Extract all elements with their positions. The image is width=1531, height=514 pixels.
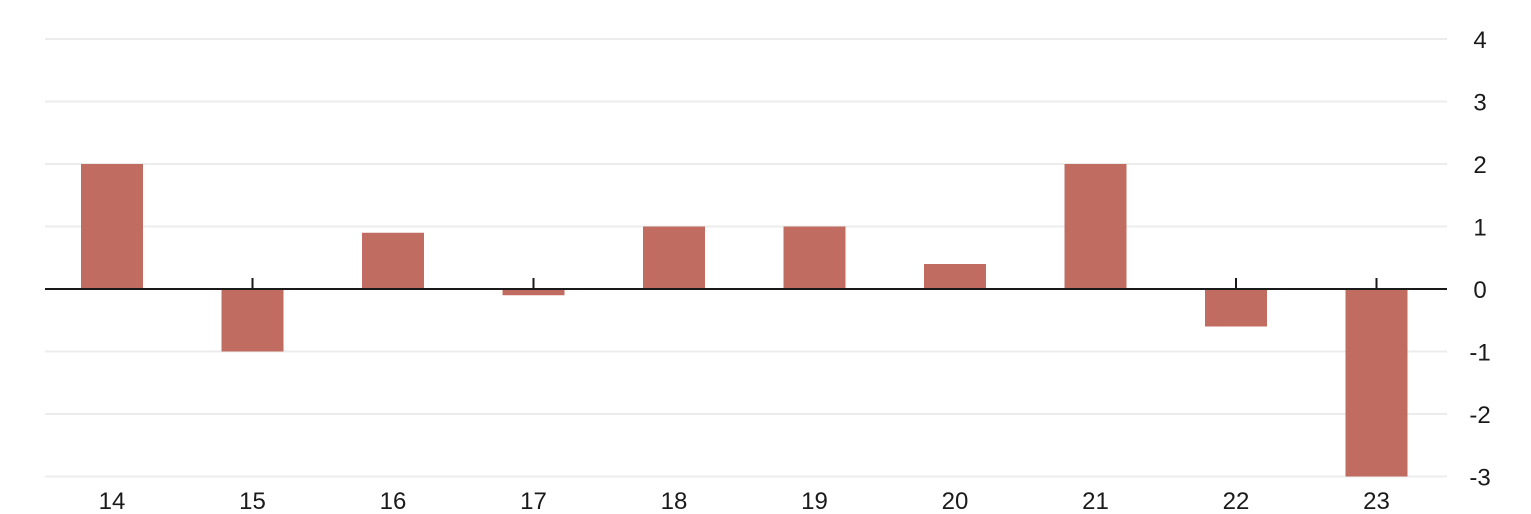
y-tick-label: -3	[1469, 465, 1490, 492]
x-tick-label: 21	[1082, 488, 1109, 514]
bar-17	[502, 289, 565, 296]
x-tick-label: 15	[239, 488, 266, 514]
y-tick-label: 4	[1473, 27, 1486, 54]
bars	[81, 164, 1408, 477]
x-tick-label: 14	[99, 488, 126, 514]
bar-22	[1205, 289, 1267, 327]
y-tick-label: 0	[1473, 277, 1486, 304]
x-tick-label: 18	[661, 488, 688, 514]
x-tick-label: 20	[942, 488, 969, 514]
y-tick-label: 3	[1473, 90, 1486, 117]
y-tick-label: 2	[1473, 152, 1486, 179]
x-axis-tick-labels: 14 15 16 17 18 19 20 21 22 23	[99, 488, 1390, 514]
y-tick-label: -2	[1469, 402, 1490, 429]
x-tick-label: 17	[520, 488, 547, 514]
x-tick-label: 22	[1223, 488, 1250, 514]
y-tick-label: 1	[1473, 215, 1486, 242]
bar-20	[924, 264, 986, 289]
bar-23	[1345, 289, 1408, 477]
y-tick-label: -1	[1469, 340, 1490, 367]
bar-16	[362, 232, 424, 289]
gridlines	[45, 38, 1447, 478]
x-tick-label: 19	[801, 488, 828, 514]
bar-18	[643, 226, 705, 289]
x-tick-label: 23	[1363, 488, 1390, 514]
bar-14	[81, 164, 143, 289]
bar-19	[783, 226, 846, 289]
zero-axis	[45, 278, 1447, 290]
y-axis-tick-labels: 4 3 2 1 0 -1 -2 -3	[1469, 27, 1490, 492]
bar-15	[221, 289, 284, 352]
bar-21	[1064, 164, 1127, 289]
x-tick-label: 16	[380, 488, 407, 514]
